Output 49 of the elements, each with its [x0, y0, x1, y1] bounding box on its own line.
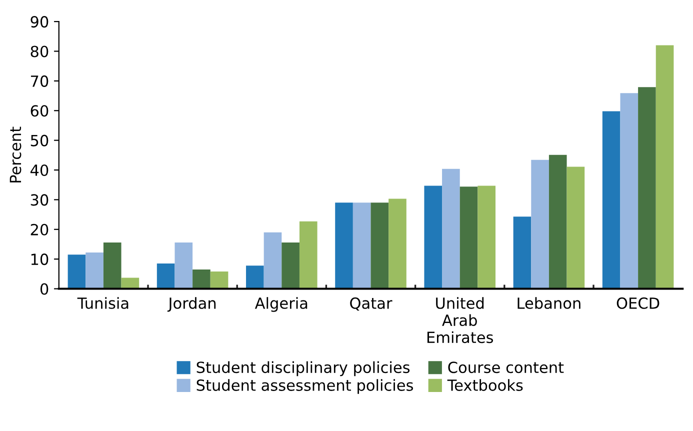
- bar: [478, 186, 496, 289]
- x-tick-label: Algeria: [254, 297, 308, 312]
- bar: [370, 202, 389, 289]
- y-tick-label: 90: [30, 16, 48, 28]
- bar: [638, 87, 656, 289]
- legend-label: Course content: [448, 362, 564, 374]
- bar: [264, 232, 282, 289]
- bar: [548, 154, 567, 289]
- bar: [620, 93, 638, 289]
- y-tick-label: 40: [30, 164, 48, 176]
- bar: [566, 166, 585, 289]
- legend-label: Student assessment policies: [196, 379, 413, 394]
- bar: [210, 272, 228, 289]
- x-tick-label: OECD: [616, 297, 660, 309]
- x-tick-label: Tunisia: [77, 297, 128, 309]
- bar: [388, 198, 406, 289]
- y-tick-label: 30: [30, 194, 48, 206]
- y-axis-title: Percent: [10, 126, 22, 182]
- y-tick-label: 50: [30, 134, 48, 146]
- y-tick-label: 60: [30, 105, 48, 117]
- bar: [442, 168, 460, 289]
- bar: [246, 266, 264, 289]
- bar: [86, 252, 104, 289]
- bar: [531, 160, 549, 289]
- y-tick-label: 70: [30, 75, 48, 87]
- bar: [602, 111, 620, 289]
- bar: [460, 186, 478, 289]
- y-tick-label: 10: [31, 254, 48, 266]
- bar: [282, 242, 300, 289]
- bar: [68, 254, 86, 289]
- x-tick-label: United Arab Emirates: [427, 297, 493, 344]
- bar: [513, 216, 532, 289]
- bar: [156, 264, 175, 289]
- bar: [656, 45, 674, 289]
- y-tick-label: 0: [40, 283, 48, 295]
- legend-label: Student disciplinary policies: [196, 361, 410, 376]
- bar: [299, 221, 318, 289]
- x-tick-label: Qatar: [350, 297, 392, 311]
- x-tick-label: Lebanon: [518, 297, 580, 309]
- y-tick-label: 80: [30, 46, 48, 58]
- bar: [424, 186, 442, 289]
- x-tick-label: Jordan: [167, 297, 216, 312]
- bar: [174, 242, 193, 289]
- bar: [103, 242, 122, 289]
- bar: [335, 202, 353, 289]
- bar: [352, 202, 371, 289]
- bar: [192, 269, 210, 289]
- legend-label: Textbooks: [447, 379, 523, 391]
- y-tick-label: 20: [30, 224, 48, 236]
